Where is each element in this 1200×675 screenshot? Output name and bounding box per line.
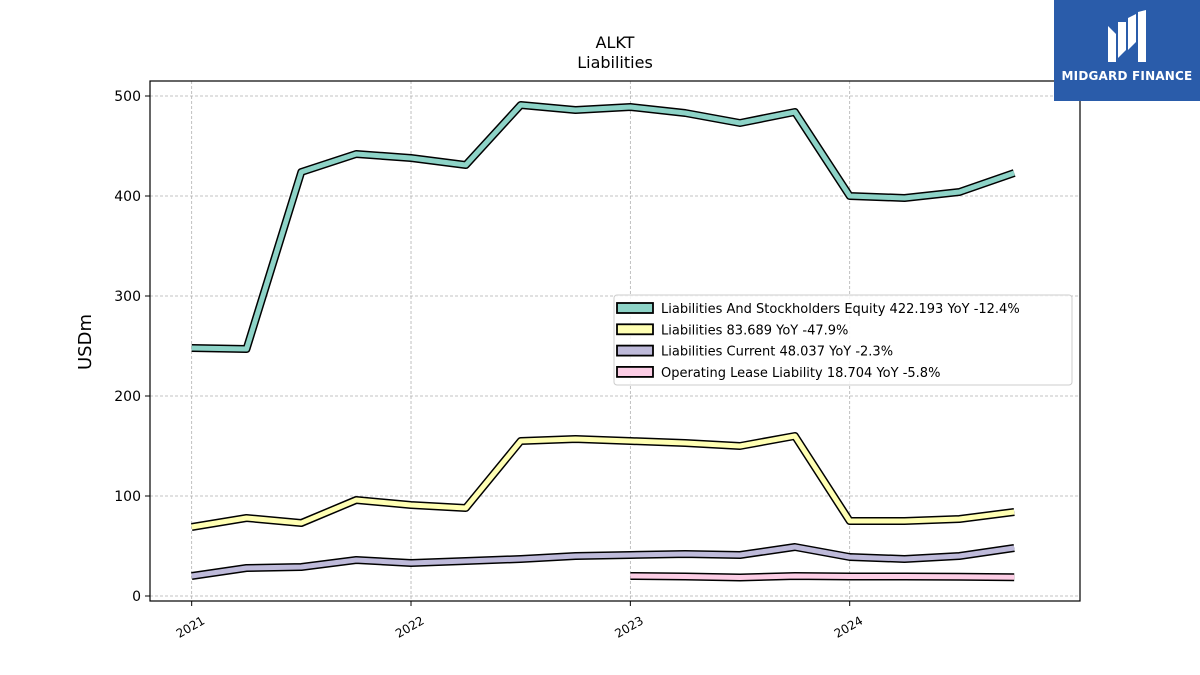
legend-box xyxy=(613,294,1073,386)
legend-label-1: Liabilities 83.689 YoY -47.9% xyxy=(661,323,848,338)
x-tick-label: 2022 xyxy=(393,613,426,640)
legend-swatch-1 xyxy=(616,323,654,336)
logo-text: MIDGARD FINANCE xyxy=(1061,69,1193,83)
legend-label-2: Liabilities Current 48.037 YoY -2.3% xyxy=(661,345,893,360)
x-ticks: 2021 2022 2023 2024 xyxy=(174,601,865,641)
chart-title: ALKT xyxy=(596,33,635,52)
y-tick-label: 200 xyxy=(114,389,141,405)
legend-label-0: Liabilities And Stockholders Equity 422.… xyxy=(661,302,1020,317)
legend-swatch-0 xyxy=(616,302,654,314)
x-tick-label: 2024 xyxy=(832,613,865,640)
midgard-logo-icon xyxy=(1108,10,1146,62)
y-ticks: 0 100 200 300 400 500 xyxy=(114,89,150,605)
y-tick-label: 0 xyxy=(132,589,141,605)
y-axis-label: USDm xyxy=(75,314,96,370)
series-lines xyxy=(191,101,1016,582)
y-tick-label: 500 xyxy=(114,89,141,105)
chart-subtitle: Liabilities xyxy=(577,53,653,72)
legend-swatch-3 xyxy=(616,365,654,378)
series-line-0 xyxy=(191,102,1016,352)
legend-label-3: Operating Lease Liability 18.704 YoY -5.… xyxy=(661,366,940,381)
series-line-2 xyxy=(191,544,1015,579)
series-line-outline-2 xyxy=(191,543,1015,580)
midgard-finance-logo: MIDGARD FINANCE xyxy=(1054,0,1200,101)
y-tick-label: 300 xyxy=(114,289,141,305)
x-tick-label: 2021 xyxy=(174,613,207,640)
x-tick-label: 2023 xyxy=(612,613,645,640)
y-tick-label: 400 xyxy=(114,189,141,205)
series-line-outline-1 xyxy=(191,432,1015,531)
series-line-1 xyxy=(191,433,1015,530)
plot-frame xyxy=(149,80,1081,602)
series-line-3 xyxy=(630,573,1015,580)
legend-swatch-2 xyxy=(616,344,654,357)
legend: Liabilities And Stockholders Equity 422.… xyxy=(613,294,1073,386)
y-tick-label: 100 xyxy=(114,489,141,505)
